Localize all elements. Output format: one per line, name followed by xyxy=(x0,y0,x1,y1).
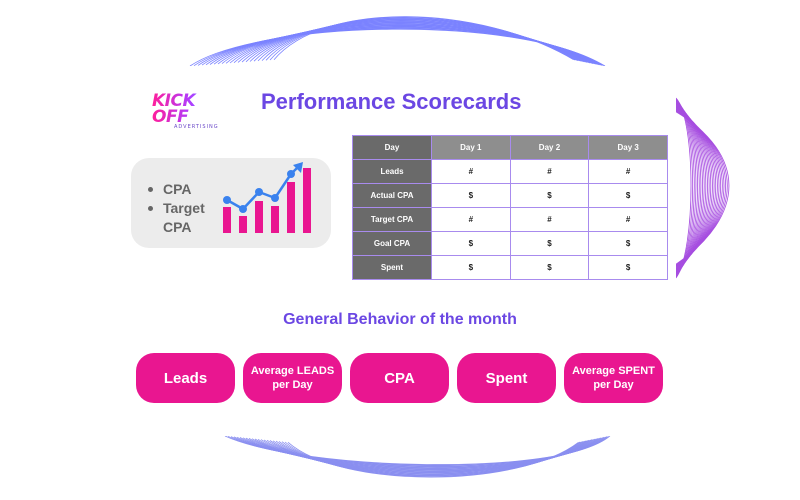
table-cell: $ xyxy=(431,255,511,280)
row-label: Spent xyxy=(352,255,432,280)
table-cell: $ xyxy=(588,255,668,280)
growth-bar xyxy=(271,206,279,233)
table-header-day-1: Day 1 xyxy=(431,135,511,160)
trend-arrow-head xyxy=(293,162,303,173)
leads-button[interactable]: Leads xyxy=(136,353,235,403)
table-row: Goal CPA $ $ $ xyxy=(352,231,668,256)
table-cell: # xyxy=(509,207,590,232)
row-label: Goal CPA xyxy=(352,231,432,256)
table-cell: $ xyxy=(509,183,590,208)
table-row: Actual CPA $ $ $ xyxy=(352,183,668,208)
table-cell: $ xyxy=(588,183,668,208)
average-spent-per-day-button[interactable]: Average SPENT per Day xyxy=(564,353,663,403)
table-row: Leads # # # xyxy=(352,159,668,184)
average-leads-per-day-button[interactable]: Average LEADS per Day xyxy=(243,353,342,403)
metric-buttons: Leads Average LEADS per Day CPA Spent Av… xyxy=(136,353,666,403)
row-label: Actual CPA xyxy=(352,183,432,208)
row-label: Leads xyxy=(352,159,432,184)
growth-bar xyxy=(239,216,247,233)
table-header-day: Day xyxy=(352,135,432,160)
table-cell: $ xyxy=(431,183,511,208)
growth-bar xyxy=(223,207,231,233)
growth-bar xyxy=(255,201,263,233)
spent-button[interactable]: Spent xyxy=(457,353,556,403)
table-cell: # xyxy=(588,207,668,232)
cpa-button[interactable]: CPA xyxy=(350,353,449,403)
table-row: Target CPA # # # xyxy=(352,207,668,232)
row-label: Target CPA xyxy=(352,207,432,232)
table-cell: # xyxy=(588,159,668,184)
table-cell: $ xyxy=(431,231,511,256)
table-row: Spent $ $ $ xyxy=(352,255,668,280)
table-cell: $ xyxy=(509,231,590,256)
table-cell: $ xyxy=(588,231,668,256)
kpi-item-target-cpa: Target CPA xyxy=(147,199,217,237)
growth-bar-chart-icon xyxy=(223,162,311,233)
kick-off-logo: KICK OFF ADVERTISING xyxy=(152,93,222,131)
table-cell: # xyxy=(431,159,511,184)
kpi-item-cpa: CPA xyxy=(147,180,217,199)
table-header-row: Day Day 1 Day 2 Day 3 xyxy=(352,135,668,160)
section-subtitle: General Behavior of the month xyxy=(283,311,517,328)
logo-text: KICK OFF xyxy=(152,93,222,126)
table-header-day-2: Day 2 xyxy=(509,135,590,160)
growth-bar xyxy=(303,168,311,233)
table-cell: # xyxy=(509,159,590,184)
kpi-list: CPA Target CPA xyxy=(147,180,217,237)
table-header-day-3: Day 3 xyxy=(588,135,668,160)
table-cell: $ xyxy=(509,255,590,280)
growth-bar xyxy=(287,182,295,233)
scorecard-table: Day Day 1 Day 2 Day 3 Leads # # # Actual… xyxy=(352,135,668,280)
table-cell: # xyxy=(431,207,511,232)
page-title: Performance Scorecards xyxy=(261,89,522,114)
logo-subtext: ADVERTISING xyxy=(174,124,219,130)
